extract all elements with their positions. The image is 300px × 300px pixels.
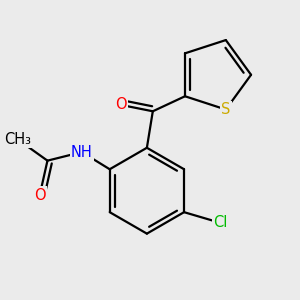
Text: NH: NH: [71, 145, 93, 160]
Text: S: S: [221, 102, 230, 117]
Text: O: O: [115, 98, 126, 112]
Text: Cl: Cl: [213, 215, 228, 230]
Text: O: O: [34, 188, 46, 202]
Text: CH₃: CH₃: [4, 132, 31, 147]
